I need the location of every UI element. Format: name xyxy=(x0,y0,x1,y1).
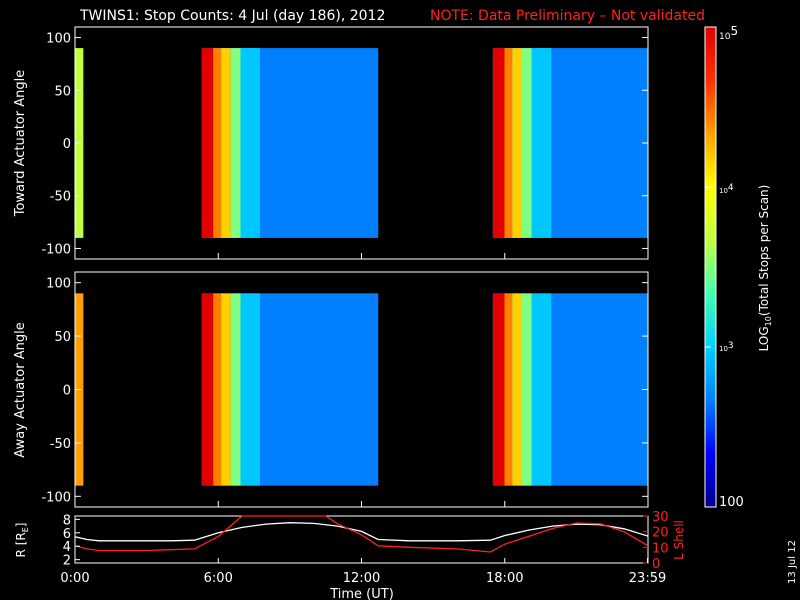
preliminary-note: NOTE: Data Preliminary – Not validated xyxy=(430,8,705,24)
colorbar-fill xyxy=(704,26,717,508)
toward-block-edge xyxy=(221,48,231,238)
away-ytick-label: 100 xyxy=(46,277,71,292)
colorbar-tick-1e4-exp: 4 xyxy=(728,183,734,193)
ephem-right-ylabel: L Shell xyxy=(672,520,686,560)
away-block-edge xyxy=(531,293,552,486)
away-ytick-label: -50 xyxy=(50,437,71,452)
toward-block-edge xyxy=(531,48,552,238)
away-block-edge xyxy=(512,293,523,486)
toward-block-edge xyxy=(230,48,241,238)
away-actuator-panel: 100 50 0 -50 -100 xyxy=(41,271,649,508)
r-label-sub: E xyxy=(21,527,30,532)
toward-block-edge xyxy=(522,48,532,238)
ephem-right-tick-label: 10 xyxy=(652,541,669,556)
ephem-left-tick-label: 2 xyxy=(63,554,71,569)
away-block-edge xyxy=(522,293,532,486)
away-block-edge xyxy=(504,293,513,486)
toward-actuator-panel: 100 50 0 -50 -100 xyxy=(41,26,649,260)
toward-block-edge xyxy=(213,48,222,238)
colorbar-title: LOG10(Total Stops per Scan) xyxy=(757,185,773,352)
colorbar-tick-1e3-exp: 3 xyxy=(728,341,734,351)
away-ylabel: Away Actuator Angle xyxy=(13,322,28,457)
away-block-edge xyxy=(230,293,241,486)
colorbar-tick-1e5: 105 xyxy=(719,24,738,42)
colorbar-title-rest: (Total Stops per Scan) xyxy=(757,185,771,316)
time-xtick-label: 18:00 xyxy=(486,571,523,586)
colorbar-tick-1e4: 104 xyxy=(719,183,734,195)
time-xtick-label: 23:59 xyxy=(629,571,666,586)
colorbar-tick-1e5-base: 10 xyxy=(719,32,731,42)
time-xlabel: Time (UT) xyxy=(329,587,394,600)
time-xtick-label: 12:00 xyxy=(343,571,380,586)
ephem-left-ylabel: R [RE] xyxy=(14,523,30,558)
away-block-edge xyxy=(213,293,222,486)
ephem-left-tick-label: 6 xyxy=(63,527,71,542)
colorbar-title-log: LOG xyxy=(757,326,771,351)
toward-ytick-label: -100 xyxy=(41,242,71,257)
colorbar-tick-1e5-exp: 5 xyxy=(730,24,738,38)
figure-title: TWINS1: Stop Counts: 4 Jul (day 186), 20… xyxy=(79,8,385,24)
toward-block-edge xyxy=(492,48,505,238)
radial-distance-line xyxy=(74,522,649,542)
toward-block-edge xyxy=(504,48,513,238)
colorbar-tick-1e4-base: 10 xyxy=(719,187,728,195)
ephem-plot-frame xyxy=(74,515,649,564)
l-shell-line xyxy=(74,515,649,553)
colorbar-tick-1e3-base: 10 xyxy=(719,345,728,353)
colorbar-tick-1e3: 103 xyxy=(719,341,734,353)
toward-block-edge xyxy=(240,48,260,238)
toward-block-edge xyxy=(512,48,523,238)
toward-ytick-label: -50 xyxy=(50,190,71,205)
time-xtick-label: 0:00 xyxy=(60,571,89,586)
side-date-stamp: 13 Jul 12 xyxy=(787,540,798,584)
ephem-right-tick-label: 20 xyxy=(652,526,669,541)
toward-ytick-label: 100 xyxy=(46,32,71,47)
ephem-left-tick-label: 8 xyxy=(63,513,71,528)
r-label: R [R xyxy=(14,532,28,557)
away-block-edge xyxy=(240,293,260,486)
colorbar-tick-100: 100 xyxy=(719,495,744,510)
away-ytick-label: -100 xyxy=(41,490,71,505)
toward-ylabel: Toward Actuator Angle xyxy=(13,70,28,217)
away-block-edge xyxy=(221,293,231,486)
ephem-right-tick-label: 0 xyxy=(652,557,660,572)
toward-ytick-label: 50 xyxy=(54,84,71,99)
away-block-edge xyxy=(492,293,505,486)
toward-ytick-label: 0 xyxy=(63,137,71,152)
away-block-edge xyxy=(201,293,214,486)
time-xtick-label: 6:00 xyxy=(204,571,233,586)
away-ytick-label: 0 xyxy=(63,384,71,399)
ephem-left-tick-label: 4 xyxy=(63,540,71,555)
r-label-close: ] xyxy=(14,523,28,528)
colorbar: 105 104 103 100 LOG10(Total Stops per Sc… xyxy=(704,24,773,510)
toward-block-edge xyxy=(201,48,214,238)
away-ytick-label: 50 xyxy=(54,330,71,345)
ephem-right-tick-label: 30 xyxy=(652,510,669,525)
colorbar-title-sub: 10 xyxy=(764,316,773,326)
